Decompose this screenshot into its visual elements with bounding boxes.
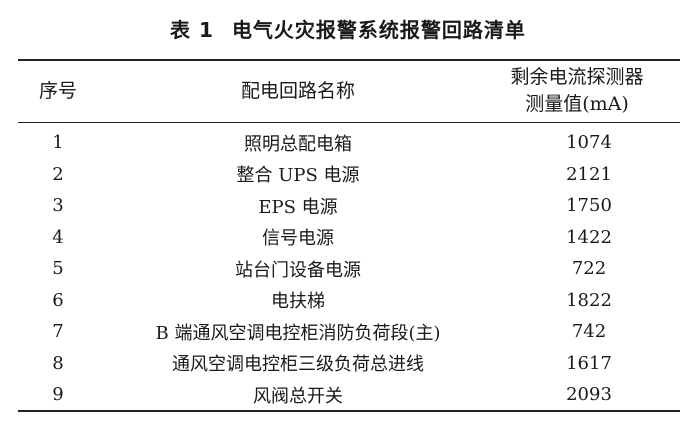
cell-measured-value: 1822 — [566, 289, 612, 311]
cell-circuit-name: B 端通风空调电控柜消防负荷段(主) — [155, 322, 441, 344]
cell-measured-value: 1750 — [566, 195, 612, 217]
table-row: 7 B 端通风空调电控柜消防负荷段(主) 742 — [18, 316, 680, 348]
cell-circuit-name: 风阀总开关 — [253, 385, 343, 407]
cell-circuit-name: 电扶梯 — [271, 291, 325, 313]
cell-circuit-name: 信号电源 — [262, 228, 334, 250]
table-row: 3 EPS 电源 1750 — [18, 190, 680, 222]
table-number: 表 1 — [170, 18, 214, 42]
cell-circuit-name: 站台门设备电源 — [235, 259, 361, 281]
cell-seq: 9 — [52, 384, 64, 406]
table-row: 6 电扶梯 1822 — [18, 285, 680, 317]
header-rule — [18, 122, 680, 123]
table-row: 5 站台门设备电源 722 — [18, 253, 680, 285]
table-title: 电气火灾报警系统报警回路清单 — [231, 18, 526, 42]
cell-measured-value: 2121 — [566, 163, 612, 185]
cell-seq: 7 — [52, 321, 64, 343]
cell-measured-value: 1074 — [566, 132, 612, 154]
header-seq: 序号 — [38, 80, 77, 102]
cell-circuit-name: 通风空调电控柜三级负荷总进线 — [172, 354, 424, 376]
cell-circuit-name: EPS 电源 — [258, 196, 338, 218]
cell-seq: 6 — [52, 289, 64, 311]
top-rule — [18, 59, 680, 61]
cell-seq: 2 — [52, 163, 64, 185]
cell-circuit-name: 整合 UPS 电源 — [236, 165, 360, 187]
cell-measured-value: 1422 — [566, 226, 612, 248]
bottom-rule — [18, 410, 680, 412]
table-row: 4 信号电源 1422 — [18, 222, 680, 254]
cell-seq: 5 — [52, 258, 64, 280]
cell-measured-value: 1617 — [566, 352, 612, 374]
cell-seq: 4 — [52, 226, 64, 248]
header-measured-value-line2: 测量值(mA) — [525, 93, 629, 115]
table-row: 8 通风空调电控柜三级负荷总进线 1617 — [18, 348, 680, 380]
cell-measured-value: 722 — [571, 258, 607, 280]
header-circuit-name: 配电回路名称 — [240, 80, 355, 102]
table-row: 1 照明总配电箱 1074 — [18, 127, 680, 159]
table-caption: 表 1 电气火灾报警系统报警回路清单 — [0, 14, 696, 43]
table-body: 1 照明总配电箱 1074 2 整合 UPS 电源 2121 3 EPS 电源 … — [18, 127, 680, 411]
table-row: 2 整合 UPS 电源 2121 — [18, 159, 680, 191]
table-row: 9 风阀总开关 2093 — [18, 379, 680, 411]
cell-measured-value: 742 — [571, 321, 607, 343]
cell-seq: 8 — [52, 352, 64, 374]
cell-seq: 1 — [52, 132, 64, 154]
header-measured-value: 剩余电流探测器 测量值(mA) — [470, 64, 684, 118]
cell-circuit-name: 照明总配电箱 — [244, 133, 352, 155]
cell-seq: 3 — [52, 195, 64, 217]
header-measured-value-line1: 剩余电流探测器 — [510, 66, 644, 88]
cell-measured-value: 2093 — [566, 384, 612, 406]
